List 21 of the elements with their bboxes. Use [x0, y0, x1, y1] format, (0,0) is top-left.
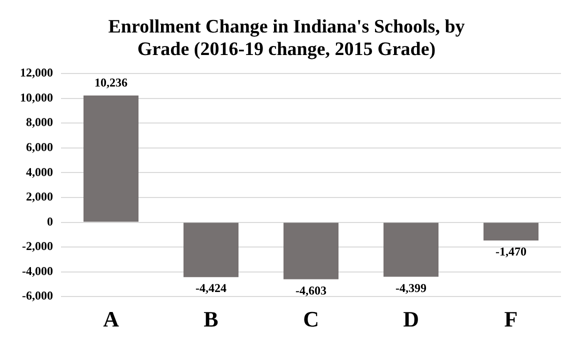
data-label: -4,399: [396, 280, 426, 295]
data-label: -4,603: [296, 283, 326, 298]
y-tick-label: 6,000: [26, 140, 53, 154]
y-tick-label: 12,000: [20, 66, 53, 80]
x-tick-label: B: [204, 306, 219, 332]
y-tick-label: 10,000: [20, 90, 53, 104]
y-tick-label: -2,000: [22, 239, 53, 254]
chart-title: Enrollment Change in Indiana's Schools, by Grade (2016-19 change, 2015 Grade): [108, 16, 466, 60]
y-tick-label: 8,000: [26, 115, 53, 130]
x-tick-label: D: [403, 306, 419, 332]
y-tick-label: 0: [47, 214, 53, 228]
x-tick-label: F: [504, 306, 518, 332]
data-label: 10,236: [94, 76, 128, 90]
y-tick-label: -4,000: [22, 264, 53, 278]
y-tick-label: -6,000: [22, 288, 53, 303]
y-tick-label: 2,000: [26, 190, 53, 204]
data-label: -1,470: [496, 244, 526, 259]
y-tick-label: 4,000: [26, 164, 53, 179]
data-label: -4,424: [196, 281, 226, 296]
x-tick-label: C: [303, 306, 319, 332]
x-tick-label: A: [103, 306, 120, 332]
